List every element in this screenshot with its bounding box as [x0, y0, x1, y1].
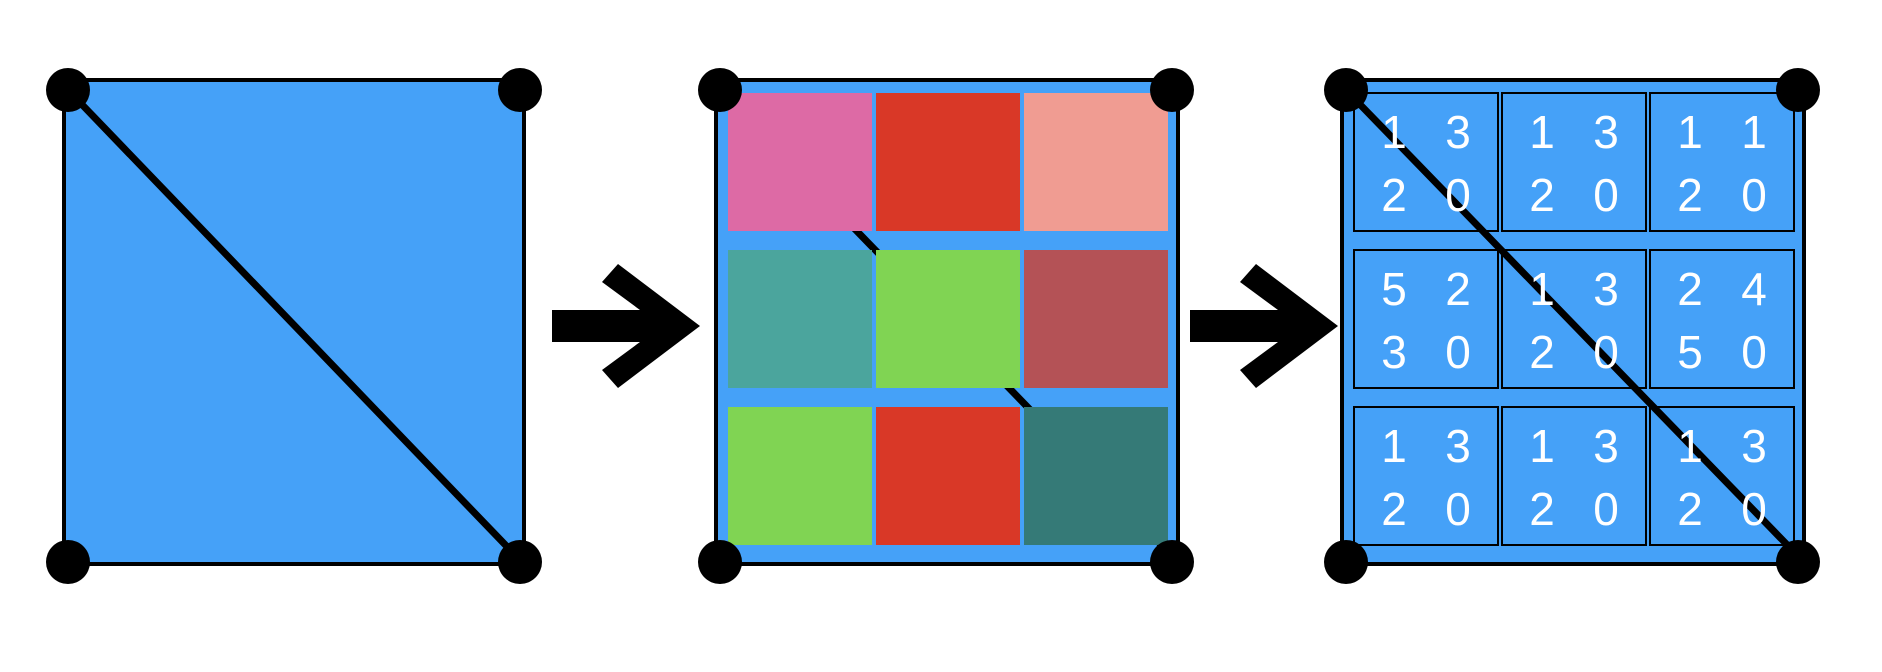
number-r3-c3-tl: 1 — [1677, 420, 1703, 472]
number-r3-c2-br: 0 — [1593, 483, 1619, 535]
number-r2-c2-br: 0 — [1593, 326, 1619, 378]
number-r3-c1-tl: 1 — [1381, 420, 1407, 472]
number-r1-c3-bl: 2 — [1677, 169, 1703, 221]
number-r3-c3-br: 0 — [1741, 483, 1767, 535]
vertex-p3-top-right — [1776, 68, 1820, 112]
arrow-icon-2 — [1190, 264, 1338, 388]
number-r2-c3-tr: 4 — [1741, 263, 1767, 315]
number-r3-c2-bl: 2 — [1529, 483, 1555, 535]
number-r1-c3-tl: 1 — [1677, 106, 1703, 158]
number-r1-c3-tr: 1 — [1741, 106, 1767, 158]
color-cell-r2-c2 — [876, 250, 1020, 388]
number-r3-c3-bl: 2 — [1677, 483, 1703, 535]
number-r2-c1-br: 0 — [1445, 326, 1471, 378]
number-cell-r1-c1 — [1353, 92, 1499, 232]
number-r3-c3-tr: 3 — [1741, 420, 1767, 472]
color-cell-r2-c1 — [728, 250, 872, 388]
number-r1-c1-tl: 1 — [1381, 106, 1407, 158]
number-r2-c1-tr: 2 — [1445, 263, 1471, 315]
number-cell-r1-c2 — [1501, 92, 1647, 232]
number-r3-c1-br: 0 — [1445, 483, 1471, 535]
number-r2-c1-bl: 3 — [1381, 326, 1407, 378]
vertex-p2-bottom-left — [698, 540, 742, 584]
color-cells — [728, 93, 1168, 545]
color-cell-r1-c1 — [728, 93, 872, 231]
number-cell-r3-c2 — [1501, 406, 1647, 546]
panel-number-grid: 1 32 01 32 01 12 05 23 01 32 02 45 01 32 01 32 01 32 0 — [1324, 68, 1820, 584]
number-r1-c2-br: 0 — [1593, 169, 1619, 221]
number-r2-c2-tl: 1 — [1529, 263, 1555, 315]
color-cell-r2-c3 — [1024, 250, 1168, 388]
color-cell-r1-c3 — [1024, 93, 1168, 231]
color-cell-r3-c2 — [876, 407, 1020, 545]
panel-3-diagonal — [1343, 87, 1801, 559]
vertex-p3-top-left — [1324, 68, 1368, 112]
number-cells — [1353, 92, 1795, 546]
number-r2-c3-br: 0 — [1741, 326, 1767, 378]
color-cell-r3-c1 — [728, 407, 872, 545]
number-labels: 1 32 01 32 01 12 05 23 01 32 02 45 01 32 01 32 01 32 0 — [1381, 106, 1767, 535]
number-r3-c2-tl: 1 — [1529, 420, 1555, 472]
number-cell-r1-c3 — [1649, 92, 1795, 232]
vertex-p1-top-right — [498, 68, 542, 112]
number-r1-c1-tr: 3 — [1445, 106, 1471, 158]
number-r2-c3-tl: 2 — [1677, 263, 1703, 315]
number-r2-c2-bl: 2 — [1529, 326, 1555, 378]
number-r2-c3-bl: 5 — [1677, 326, 1703, 378]
vertex-p1-bottom-right — [498, 540, 542, 584]
number-r1-c2-bl: 2 — [1529, 169, 1555, 221]
number-r1-c2-tl: 1 — [1529, 106, 1555, 158]
vertex-p2-bottom-right — [1150, 540, 1194, 584]
vertex-p3-bottom-right — [1776, 540, 1820, 584]
color-cell-r3-c3 — [1024, 407, 1168, 545]
number-r1-c2-tr: 3 — [1593, 106, 1619, 158]
number-r1-c3-br: 0 — [1741, 169, 1767, 221]
panel-color-grid — [698, 68, 1194, 584]
number-cell-r3-c1 — [1353, 406, 1499, 546]
color-cell-r1-c2 — [876, 93, 1020, 231]
number-r2-c2-tr: 3 — [1593, 263, 1619, 315]
number-r3-c1-tr: 3 — [1445, 420, 1471, 472]
vertex-p1-top-left — [46, 68, 90, 112]
vertex-p3-bottom-left — [1324, 540, 1368, 584]
number-cell-r2-c1 — [1353, 249, 1499, 389]
number-r1-c1-br: 0 — [1445, 169, 1471, 221]
number-r2-c1-tl: 5 — [1381, 263, 1407, 315]
number-r1-c1-bl: 2 — [1381, 169, 1407, 221]
arrow-icon-1 — [552, 264, 700, 388]
number-r3-c2-tr: 3 — [1593, 420, 1619, 472]
panel-1-diagonal — [65, 87, 519, 559]
number-r3-c1-bl: 2 — [1381, 483, 1407, 535]
vertex-p2-top-left — [698, 68, 742, 112]
vertex-p2-top-right — [1150, 68, 1194, 112]
panel-input-square — [46, 68, 542, 584]
vertex-p1-bottom-left — [46, 540, 90, 584]
number-cell-r2-c3 — [1649, 249, 1795, 389]
